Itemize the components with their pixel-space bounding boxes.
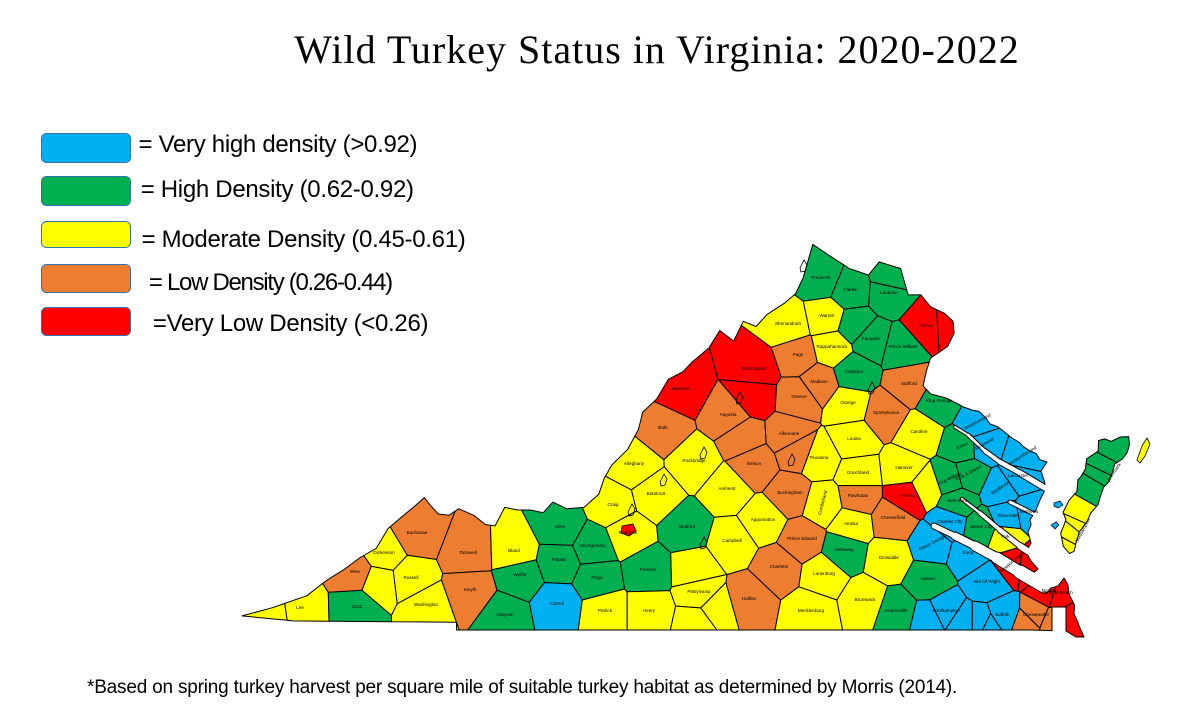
svg-text:Norfolk: Norfolk: [1042, 588, 1057, 593]
svg-text:Montgomery: Montgomery: [580, 543, 606, 548]
svg-text:Prince William: Prince William: [888, 344, 917, 349]
svg-text:Nottoway: Nottoway: [834, 547, 854, 552]
svg-text:Russell: Russell: [403, 575, 418, 580]
svg-text:James City: James City: [970, 524, 993, 529]
svg-text:Suffolk: Suffolk: [995, 612, 1010, 617]
svg-text:Isle Of Wight: Isle Of Wight: [974, 579, 1001, 584]
svg-text:Brunswick: Brunswick: [855, 597, 877, 602]
svg-text:Virginia Beach: Virginia Beach: [1043, 590, 1073, 595]
svg-text:Patrick: Patrick: [598, 608, 613, 613]
svg-text:Lee: Lee: [296, 605, 304, 610]
svg-text:Southampton: Southampton: [932, 608, 960, 613]
svg-text:Wise: Wise: [350, 569, 361, 574]
svg-text:Sussex: Sussex: [920, 576, 936, 581]
svg-text:Warren: Warren: [820, 313, 835, 318]
svg-text:Fluvanna: Fluvanna: [810, 455, 829, 460]
svg-text:Smyth: Smyth: [463, 587, 476, 592]
svg-text:Dickenson: Dickenson: [373, 550, 395, 555]
svg-text:Hanover: Hanover: [895, 465, 913, 470]
svg-text:Albemarle: Albemarle: [779, 431, 800, 436]
svg-text:Culpeper: Culpeper: [845, 369, 864, 374]
svg-text:Henrico: Henrico: [899, 493, 915, 498]
svg-text:Dinwiddie: Dinwiddie: [879, 555, 899, 560]
svg-text:King George: King George: [926, 398, 952, 403]
svg-text:Shenandoah: Shenandoah: [775, 321, 802, 326]
svg-text:Caroline: Caroline: [910, 429, 928, 434]
svg-text:Craig: Craig: [608, 502, 619, 507]
svg-text:Floyd: Floyd: [591, 575, 603, 580]
svg-text:Wythe: Wythe: [514, 572, 527, 577]
svg-text:Lancaster: Lancaster: [1008, 473, 1029, 478]
svg-text:Loudoun: Loudoun: [880, 290, 898, 295]
svg-text:Augusta: Augusta: [720, 412, 737, 417]
svg-text:Greensville: Greensville: [885, 608, 908, 613]
svg-text:Essex: Essex: [956, 440, 970, 450]
svg-text:Surry: Surry: [963, 550, 975, 555]
svg-text:Cumberland: Cumberland: [817, 489, 828, 515]
svg-text:Tazewell: Tazewell: [459, 550, 477, 555]
svg-text:Bland: Bland: [508, 548, 520, 553]
svg-text:Appomattox: Appomattox: [751, 517, 776, 522]
svg-text:Giles: Giles: [555, 524, 566, 529]
svg-text:Franklin: Franklin: [640, 567, 657, 572]
svg-text:Frederick: Frederick: [811, 275, 831, 280]
svg-text:Rockbridge: Rockbridge: [682, 458, 706, 463]
svg-text:Amelia: Amelia: [844, 521, 858, 526]
svg-text:Roanoke: Roanoke: [619, 530, 638, 535]
svg-text:Halifax: Halifax: [742, 596, 757, 601]
svg-text:Spotsylvania: Spotsylvania: [873, 410, 899, 415]
svg-text:Mathews: Mathews: [1020, 509, 1039, 514]
svg-text:Madison: Madison: [810, 379, 828, 384]
svg-text:Chesapeake: Chesapeake: [1023, 612, 1049, 617]
svg-text:Charles City: Charles City: [937, 519, 963, 524]
svg-text:Rappahannock: Rappahannock: [817, 344, 849, 349]
svg-text:Greene: Greene: [791, 394, 807, 399]
svg-text:Stafford: Stafford: [901, 381, 917, 386]
svg-text:Buckingham: Buckingham: [777, 490, 802, 495]
svg-text:Gloucester: Gloucester: [997, 513, 1020, 518]
svg-text:Alleghany: Alleghany: [624, 461, 645, 466]
svg-text:Pittsylvania: Pittsylvania: [687, 589, 711, 594]
svg-text:Rockingham: Rockingham: [742, 366, 768, 371]
svg-text:Chesterfield: Chesterfield: [881, 515, 906, 520]
svg-text:Orange: Orange: [840, 400, 856, 405]
svg-text:Highland: Highland: [672, 386, 691, 391]
svg-text:Botetourt: Botetourt: [647, 491, 666, 496]
svg-text:Fairfax: Fairfax: [919, 323, 934, 328]
svg-text:Washington: Washington: [414, 602, 439, 607]
svg-text:Clarke: Clarke: [843, 287, 857, 292]
svg-text:Buchanan: Buchanan: [407, 530, 428, 535]
svg-text:Pulaski: Pulaski: [552, 557, 567, 562]
svg-text:Page: Page: [793, 352, 804, 357]
svg-text:Mecklenburg: Mecklenburg: [798, 608, 825, 613]
svg-text:Nelson: Nelson: [747, 461, 762, 466]
svg-text:Louisa: Louisa: [847, 436, 861, 441]
svg-text:Bedford: Bedford: [679, 524, 696, 529]
svg-text:Goochland: Goochland: [847, 470, 870, 475]
svg-text:Campbell: Campbell: [722, 538, 741, 543]
svg-text:New Kent: New Kent: [947, 498, 968, 503]
svg-text:Grayson: Grayson: [496, 612, 514, 617]
svg-text:Powhatan: Powhatan: [848, 493, 869, 498]
svg-text:Fauquier: Fauquier: [862, 336, 881, 341]
svg-text:Prince Edward: Prince Edward: [787, 536, 817, 541]
svg-text:Henry: Henry: [643, 608, 656, 613]
svg-text:Charlotte: Charlotte: [770, 564, 789, 569]
svg-text:Lunenburg: Lunenburg: [813, 571, 835, 576]
svg-text:York: York: [1000, 534, 1010, 539]
svg-text:Amherst: Amherst: [718, 486, 736, 491]
svg-text:Bath: Bath: [658, 425, 668, 430]
svg-text:Carroll: Carroll: [550, 601, 564, 606]
svg-text:Scott: Scott: [352, 604, 363, 609]
